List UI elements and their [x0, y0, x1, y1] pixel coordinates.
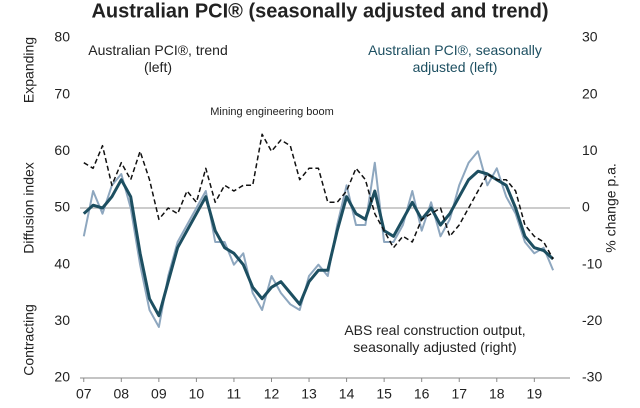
y-tick-label: 70 — [54, 85, 70, 101]
series-label: Australian PCI®, trend (left) — [88, 42, 228, 75]
x-tick-label: 11 — [227, 386, 242, 402]
y2-tick-label: 10 — [582, 142, 598, 158]
y-tick-label: 30 — [54, 312, 70, 328]
series-line — [83, 133, 554, 260]
y-tick-label: 60 — [54, 142, 70, 158]
series-label: Australian PCI®, seasonally adjusted (le… — [368, 42, 542, 75]
y-label-top: Expanding — [21, 37, 37, 103]
annotation: Mining engineering boom — [210, 106, 334, 118]
x-tick-label: 19 — [527, 386, 543, 402]
series-line — [82, 169, 555, 318]
y2-tick-label: -10 — [582, 255, 602, 271]
series-label: ABS real construction output, seasonally… — [344, 322, 526, 355]
y-tick-label: 20 — [54, 369, 70, 385]
y-label-bottom: Contracting — [21, 304, 37, 376]
y-tick-label: 40 — [54, 255, 70, 271]
y2-tick-label: 0 — [582, 199, 590, 215]
x-tick-label: 09 — [151, 386, 167, 402]
x-tick-label: 12 — [264, 386, 280, 402]
y2-tick-label: -30 — [582, 369, 602, 385]
y2-tick-label: 20 — [582, 85, 598, 101]
y-label: Diffusion index — [21, 162, 37, 254]
x-tick-label: 07 — [76, 386, 92, 402]
y-tick-label: 50 — [54, 199, 70, 215]
chart-title: Australian PCI® (seasonally adjusted and… — [91, 0, 548, 22]
y2-tick-label: 30 — [582, 29, 598, 45]
x-tick-label: 18 — [489, 386, 505, 402]
x-tick-label: 15 — [376, 386, 392, 402]
y2-label: % change p.a. — [603, 163, 619, 253]
x-tick-label: 17 — [451, 386, 467, 402]
x-tick-label: 10 — [189, 386, 205, 402]
series-line — [82, 150, 555, 328]
y2-tick-label: -20 — [582, 312, 602, 328]
y-tick-label: 80 — [54, 29, 70, 45]
x-tick-label: 16 — [414, 386, 430, 402]
x-tick-label: 14 — [339, 386, 355, 402]
x-tick-label: 13 — [301, 386, 317, 402]
x-tick-label: 08 — [114, 386, 130, 402]
